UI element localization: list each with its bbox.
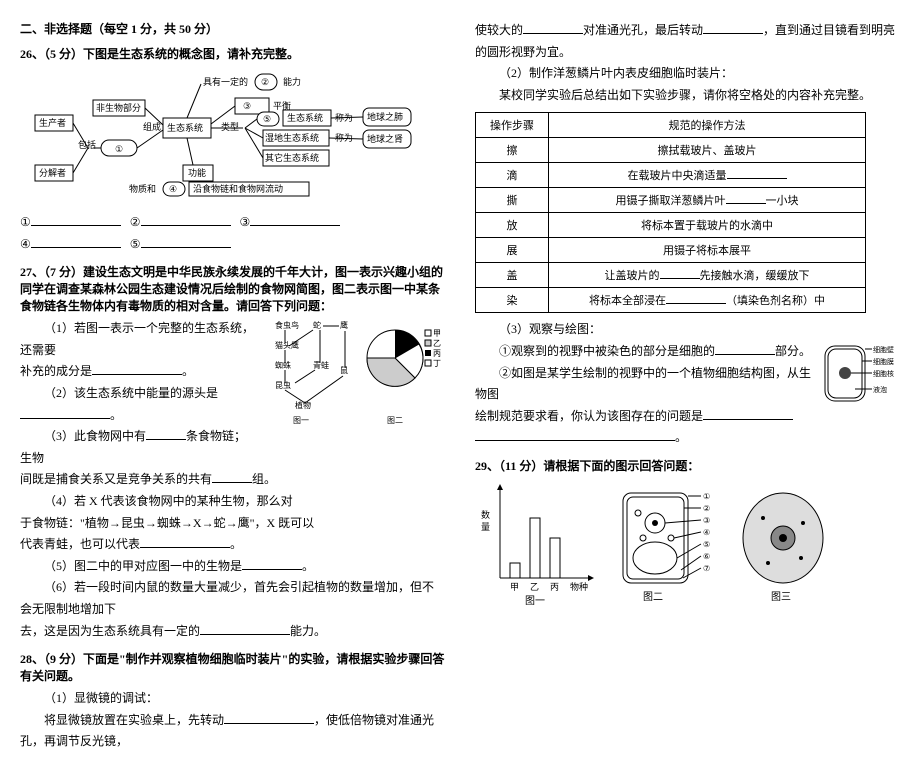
- svg-text:图二: 图二: [387, 416, 403, 425]
- svg-text:地球之肺: 地球之肺: [367, 111, 403, 122]
- right-column: 使较大的对准通光孔，最后转动，直到通过目镜看到明亮的圆形视野为宜。 （2）制作洋…: [475, 20, 900, 753]
- svg-text:④: ④: [703, 528, 710, 537]
- svg-text:丙: 丙: [433, 349, 441, 358]
- svg-text:③: ③: [243, 101, 251, 111]
- svg-text:平衡: 平衡: [273, 100, 291, 111]
- svg-text:鹰: 鹰: [340, 320, 348, 330]
- q27-figures: .t{font-size:8px;font-family:SimSun;} .l…: [265, 318, 445, 442]
- svg-text:蛇: 蛇: [313, 320, 321, 330]
- svg-text:④: ④: [169, 184, 177, 194]
- svg-text:甲: 甲: [510, 582, 519, 592]
- svg-text:乙: 乙: [530, 582, 539, 592]
- svg-text:图二: 图二: [643, 591, 663, 603]
- svg-text:物质和: 物质和: [129, 183, 156, 194]
- svg-text:生态系统: 生态系统: [287, 112, 323, 123]
- svg-text:图三: 图三: [771, 591, 791, 603]
- svg-text:⑤: ⑤: [703, 540, 710, 549]
- svg-text:沿食物链和食物网流动: 沿食物链和食物网流动: [193, 183, 283, 194]
- svg-text:丙: 丙: [550, 582, 559, 592]
- svg-text:鼠: 鼠: [340, 366, 348, 375]
- svg-text:生产者: 生产者: [39, 117, 66, 128]
- svg-text:称为: 称为: [335, 132, 353, 143]
- svg-text:细胞壁: 细胞壁: [873, 345, 894, 354]
- svg-text:非生物部分: 非生物部分: [96, 102, 141, 113]
- q27-title: 27、（7 分）建设生态文明是中华民族永续发展的千年大计，图一表示兴趣小组的同学…: [20, 263, 445, 314]
- svg-text:量: 量: [481, 522, 490, 532]
- svg-text:液泡: 液泡: [873, 385, 887, 394]
- svg-text:⑤: ⑤: [263, 114, 271, 124]
- svg-text:湿地生态系统: 湿地生态系统: [265, 132, 319, 143]
- svg-text:食虫鸟: 食虫鸟: [275, 320, 299, 330]
- svg-text:③: ③: [703, 516, 710, 525]
- svg-text:丁: 丁: [433, 359, 441, 368]
- q26-title: 26、（5 分）下图是生态系统的概念图，请补充完整。: [20, 45, 445, 62]
- svg-text:地球之肾: 地球之肾: [367, 133, 403, 144]
- svg-text:细胞核: 细胞核: [873, 369, 894, 378]
- q29-figures: 数 量 甲 乙 丙 物种 图一 ① ② ③ ④ ⑤ ⑥: [475, 478, 900, 608]
- svg-text:甲: 甲: [433, 329, 441, 338]
- q29-cells: ① ② ③ ④ ⑤ ⑥ ⑦ 图二 图三: [613, 478, 843, 608]
- section-heading: 二、非选择题（每空 1 分，共 50 分）: [20, 20, 445, 37]
- svg-text:类型: 类型: [221, 121, 239, 132]
- svg-text:⑥: ⑥: [703, 552, 710, 561]
- q29-barchart: 数 量 甲 乙 丙 物种 图一: [475, 478, 605, 608]
- cell-diagram: 细胞壁 细胞膜 细胞核 液泡: [820, 341, 900, 415]
- q26-blanks2: ④ ⑤: [20, 234, 445, 256]
- q26-diagram: .bx{fill:#fff;stroke:#000;stroke-width:1…: [20, 70, 445, 204]
- svg-text:能力: 能力: [283, 76, 301, 87]
- svg-text:图一: 图一: [525, 595, 545, 607]
- svg-text:其它生态系统: 其它生态系统: [265, 152, 319, 163]
- svg-text:乙: 乙: [433, 339, 441, 348]
- svg-text:细胞膜: 细胞膜: [873, 357, 894, 366]
- q29-title: 29、（11 分）请根据下面的图示回答问题：: [475, 457, 900, 474]
- svg-text:②: ②: [703, 504, 710, 513]
- q28-p1a: （1）显微镜的调试：: [20, 688, 445, 710]
- svg-text:昆虫: 昆虫: [275, 380, 291, 390]
- steps-table: 操作步骤规范的操作方法 擦擦拭载玻片、盖玻片 滴在载玻片中央滴适量 撕用镊子撕取…: [475, 112, 866, 313]
- svg-text:具有一定的: 具有一定的: [203, 76, 248, 87]
- svg-text:⑦: ⑦: [703, 564, 710, 573]
- svg-text:①: ①: [703, 492, 710, 501]
- svg-text:图一: 图一: [293, 416, 309, 425]
- left-column: 二、非选择题（每空 1 分，共 50 分） 26、（5 分）下图是生态系统的概念…: [20, 20, 445, 753]
- svg-text:②: ②: [261, 77, 269, 87]
- svg-text:生态系统: 生态系统: [167, 122, 203, 133]
- svg-text:分解者: 分解者: [39, 167, 66, 178]
- q28-title: 28、（9 分）下面是"制作并观察植物细胞临时装片"的实验，请根据实验步骤回答有…: [20, 650, 445, 684]
- svg-text:物种: 物种: [570, 581, 588, 592]
- svg-text:①: ①: [115, 144, 123, 154]
- svg-text:功能: 功能: [188, 167, 206, 178]
- svg-text:数: 数: [481, 509, 490, 520]
- q26-blanks: ① ② ③: [20, 212, 445, 234]
- svg-text:组成: 组成: [143, 121, 161, 132]
- svg-text:蜘蛛: 蜘蛛: [275, 360, 291, 370]
- svg-text:青蛙: 青蛙: [313, 360, 329, 370]
